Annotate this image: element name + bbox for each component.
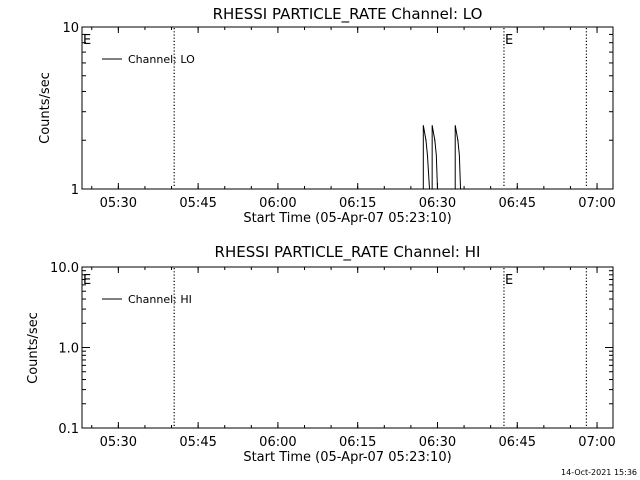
data-point — [459, 188, 462, 190]
x-tick-label: 07:00 — [578, 435, 615, 450]
x-tick-label: 05:30 — [100, 435, 137, 450]
y-tick-label: 1 — [71, 183, 79, 198]
vline-label: E — [505, 273, 513, 288]
x-tick-label: 05:45 — [179, 196, 216, 211]
x-tick-label: 06:45 — [499, 196, 536, 211]
data-point — [428, 188, 431, 190]
x-tick-label: 06:00 — [259, 435, 296, 450]
series-spike-fall — [457, 140, 462, 190]
chart-title: RHESSI PARTICLE_RATE Channel: LO — [213, 5, 483, 24]
x-tick-label: 05:30 — [100, 196, 137, 211]
plot-frame — [81, 266, 614, 429]
x-tick-label: 05:45 — [179, 435, 216, 450]
series-spike-rise — [422, 125, 427, 189]
data-point — [436, 188, 439, 190]
footer-timestamp: 14-Oct-2021 15:36 — [561, 468, 637, 477]
series-spike-fall — [425, 140, 430, 190]
x-tick-label: 06:30 — [419, 196, 456, 211]
x-tick-label: 06:15 — [339, 435, 376, 450]
y-axis-label: Counts/sec — [26, 312, 41, 384]
edge-label: E — [83, 273, 91, 288]
series-spike-rise — [431, 125, 436, 189]
data-point — [425, 139, 427, 141]
y-tick-label: 10 — [62, 21, 79, 36]
plot-frame — [81, 26, 614, 190]
x-tick-label: 06:00 — [259, 196, 296, 211]
y-axis-label: Counts/sec — [38, 72, 53, 144]
chart-title: RHESSI PARTICLE_RATE Channel: HI — [215, 243, 481, 262]
x-tick-label: 06:45 — [499, 435, 536, 450]
y-tick-label: 0.1 — [58, 422, 79, 437]
data-point — [431, 188, 433, 190]
x-axis-label: Start Time (05-Apr-07 05:23:10) — [243, 211, 451, 226]
data-point — [422, 188, 424, 190]
x-axis-label: Start Time (05-Apr-07 05:23:10) — [243, 450, 451, 465]
series-spike-fall — [434, 140, 438, 190]
series-spike-rise — [454, 125, 459, 189]
y-tick-label: 1.0 — [58, 342, 79, 357]
y-tick-label: 10.0 — [50, 261, 79, 276]
data-point — [434, 139, 436, 141]
x-tick-label: 07:00 — [578, 196, 615, 211]
x-tick-label: 06:30 — [419, 435, 456, 450]
data-point — [457, 139, 459, 141]
data-point — [454, 188, 456, 190]
vline-label: E — [505, 33, 513, 48]
x-tick-label: 06:15 — [339, 196, 376, 211]
legend-label: Channel: HI — [128, 293, 192, 306]
edge-label: E — [83, 33, 91, 48]
legend-label: Channel: LO — [128, 53, 195, 66]
